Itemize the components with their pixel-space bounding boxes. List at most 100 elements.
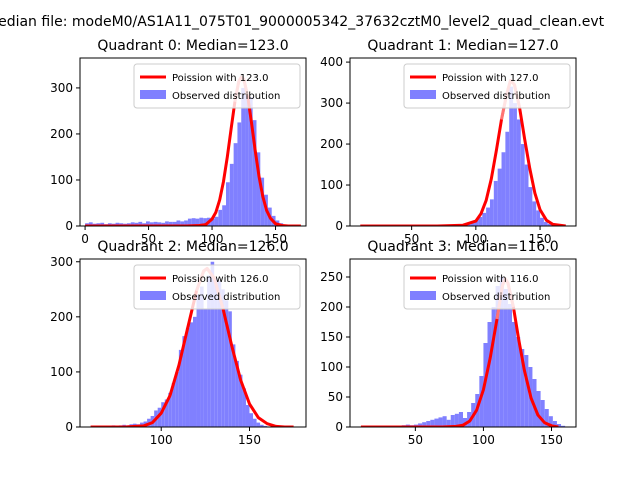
- histogram-bar: [442, 416, 447, 427]
- histogram-bar: [516, 119, 521, 226]
- histogram-bar: [418, 423, 423, 427]
- histogram-bar: [528, 187, 533, 226]
- histogram-bar: [134, 222, 139, 226]
- legend-label-poisson: Poission with 116.0: [442, 274, 538, 285]
- histogram-bar: [203, 218, 207, 226]
- histogram-bar: [256, 152, 261, 226]
- y-tick-label: 100: [50, 365, 73, 379]
- histogram-bar: [221, 289, 225, 427]
- histogram-bar: [185, 327, 190, 427]
- histogram-bar: [450, 415, 455, 427]
- histogram-bar: [501, 152, 506, 226]
- histogram-bar: [426, 421, 431, 427]
- histogram-bar: [180, 221, 185, 226]
- y-tick-label: 200: [320, 137, 343, 151]
- y-tick-label: 100: [320, 178, 343, 192]
- axes-frame: [349, 258, 577, 428]
- poisson-line: [85, 75, 301, 226]
- histogram-bar: [207, 275, 211, 427]
- histogram-bar: [196, 294, 201, 427]
- histogram-bar: [497, 168, 502, 226]
- histogram-bar: [474, 220, 479, 226]
- histogram-bar: [520, 349, 525, 427]
- histogram-bar: [218, 209, 223, 226]
- subplot-0: 0 50 100 150 0 100 200 300 Quadrant 0: Median=12…: [50, 38, 307, 246]
- histogram-bar: [509, 86, 514, 226]
- histogram-bar: [195, 218, 200, 226]
- y-tick-label: 150: [320, 330, 343, 344]
- legend: Poission with 123.0 Observed distribution: [133, 63, 301, 109]
- histogram-bar: [493, 180, 498, 226]
- histogram-bar: [260, 177, 265, 226]
- axes-frame: [349, 57, 577, 227]
- histogram-bar: [434, 418, 439, 427]
- histogram-bar: [479, 376, 484, 427]
- histogram-bar: [430, 419, 435, 427]
- histogram-bar: [248, 97, 253, 226]
- histogram-bar: [540, 400, 545, 427]
- y-tick-label: 250: [320, 270, 343, 284]
- histogram-bar: [100, 222, 105, 226]
- y-tick-label: 300: [50, 81, 73, 95]
- histogram-bar: [489, 199, 494, 226]
- histogram-bar: [176, 220, 181, 226]
- x-tick-label: 150: [264, 232, 287, 246]
- x-tick-label: 50: [408, 433, 423, 447]
- histogram-bar: [228, 311, 232, 427]
- histogram-bar: [226, 182, 230, 226]
- y-tick-label: 200: [50, 310, 73, 324]
- histogram-bar: [238, 374, 243, 427]
- histogram-bar: [552, 421, 557, 427]
- histogram-bar: [507, 304, 513, 427]
- histogram-bar: [222, 205, 227, 226]
- histogram-bar: [138, 221, 143, 226]
- histogram-bar: [175, 371, 179, 427]
- histogram-bar: [242, 388, 246, 427]
- histogram-bar: [168, 221, 173, 226]
- histogram-bar: [203, 308, 208, 427]
- histogram-bar: [495, 286, 500, 427]
- histogram-bar: [438, 417, 443, 427]
- legend-box: [403, 63, 571, 109]
- histogram-bar: [210, 218, 215, 226]
- histogram-bar: [478, 216, 483, 226]
- legend-label-observed: Observed distribution: [442, 91, 550, 102]
- y-tick-label: 50: [328, 390, 343, 404]
- histogram-bar: [217, 281, 222, 427]
- histogram-bar: [199, 217, 204, 226]
- histogram-bar: [513, 103, 517, 226]
- histogram-bar: [187, 218, 192, 226]
- histogram-bar: [458, 412, 463, 427]
- histogram-bar: [178, 349, 183, 427]
- histogram-bar: [149, 222, 154, 226]
- histogram-bar: [130, 222, 135, 226]
- y-tick-label: 100: [320, 360, 343, 374]
- histogram-bar: [249, 413, 254, 427]
- legend: Poission with 116.0 Observed distribution: [403, 264, 571, 310]
- histogram-bar: [157, 222, 162, 226]
- x-tick-label: 0: [81, 232, 89, 246]
- y-tick-label: 0: [65, 219, 73, 233]
- legend-label-observed: Observed distribution: [172, 292, 280, 303]
- axes-frame: [79, 258, 307, 428]
- x-tick-label: 150: [529, 232, 552, 246]
- legend-label-poisson: Poission with 126.0: [172, 274, 268, 285]
- histogram-bar: [245, 94, 249, 226]
- subplot-title: Quadrant 1: Median=127.0: [367, 38, 558, 54]
- y-tick-label: 300: [320, 96, 343, 110]
- histogram-bar: [237, 122, 242, 226]
- histogram-bar: [229, 163, 234, 226]
- x-tick-label: 100: [464, 232, 487, 246]
- histogram-bar: [505, 131, 510, 226]
- suptitle-text: Median file: modeM0/AS1A11_075T01_900000…: [0, 14, 605, 30]
- legend-bar-swatch: [140, 90, 166, 99]
- plot-area: [360, 277, 566, 427]
- histogram-bar: [115, 222, 120, 226]
- histogram-bar: [172, 221, 177, 226]
- y-tick-label: 300: [50, 255, 73, 269]
- histogram-bar: [214, 278, 218, 427]
- y-tick-label: 0: [65, 420, 73, 434]
- histogram-bar: [260, 424, 264, 427]
- histogram-bar: [184, 220, 188, 226]
- y-tick-label: 100: [50, 173, 73, 187]
